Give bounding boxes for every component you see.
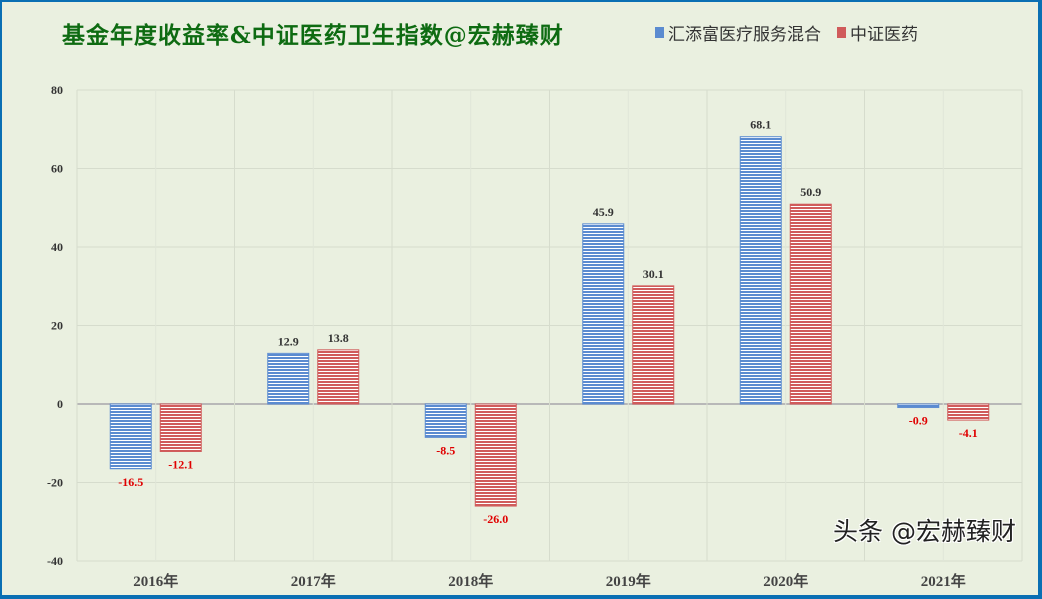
y-tick-label: 40 bbox=[51, 240, 63, 254]
watermark: 头条 @宏赫臻财 bbox=[833, 517, 1016, 546]
bar-fund bbox=[739, 136, 782, 405]
data-label: -0.9 bbox=[909, 414, 928, 428]
x-tick-label: 2019年 bbox=[606, 572, 651, 590]
x-tick-label: 2020年 bbox=[763, 572, 808, 590]
bar-index bbox=[317, 349, 360, 405]
bar-index bbox=[474, 403, 517, 507]
x-tick-label: 2016年 bbox=[133, 572, 178, 590]
data-label: 13.8 bbox=[328, 331, 349, 345]
data-label: 12.9 bbox=[278, 334, 299, 348]
legend-swatch-fund bbox=[655, 27, 664, 38]
x-tick-label: 2021年 bbox=[921, 572, 966, 590]
legend-label-fund: 汇添富医疗服务混合 bbox=[668, 25, 821, 45]
bar-fund bbox=[267, 352, 310, 405]
bar-fund bbox=[897, 403, 940, 409]
bar-fund bbox=[109, 403, 152, 470]
data-label: -12.1 bbox=[168, 457, 193, 471]
legend: 汇添富医疗服务混合 中证医药 bbox=[655, 20, 918, 45]
legend-label-index: 中证医药 bbox=[850, 25, 918, 45]
y-tick-label: 0 bbox=[57, 397, 63, 411]
bar-index bbox=[789, 203, 832, 405]
y-tick-label: -40 bbox=[47, 554, 63, 568]
data-label: 45.9 bbox=[593, 205, 614, 219]
legend-item-index: 中证医药 bbox=[837, 20, 918, 45]
data-label: 30.1 bbox=[643, 267, 664, 281]
legend-item-fund: 汇添富医疗服务混合 bbox=[655, 20, 821, 45]
data-label: -4.1 bbox=[959, 426, 978, 440]
legend-swatch-index bbox=[837, 27, 846, 38]
y-tick-label: 20 bbox=[51, 319, 63, 333]
bar-fund bbox=[582, 223, 625, 405]
bar-index bbox=[632, 285, 675, 405]
bar-index bbox=[947, 403, 990, 421]
x-tick-label: 2017年 bbox=[291, 572, 336, 590]
data-label: 68.1 bbox=[750, 118, 771, 132]
y-tick-label: 80 bbox=[51, 83, 63, 97]
data-label: -16.5 bbox=[118, 475, 143, 489]
y-tick-label: -20 bbox=[47, 476, 63, 490]
data-label: -8.5 bbox=[436, 443, 455, 457]
x-tick-label: 2018年 bbox=[448, 572, 493, 590]
chart-title: 基金年度收益率&中证医药卫生指数@宏赫臻财 bbox=[62, 22, 564, 49]
bar-fund bbox=[424, 403, 467, 438]
bar-index bbox=[159, 403, 202, 452]
y-tick-label: 60 bbox=[51, 162, 63, 176]
data-label: -26.0 bbox=[483, 512, 508, 526]
data-label: 50.9 bbox=[800, 185, 821, 199]
